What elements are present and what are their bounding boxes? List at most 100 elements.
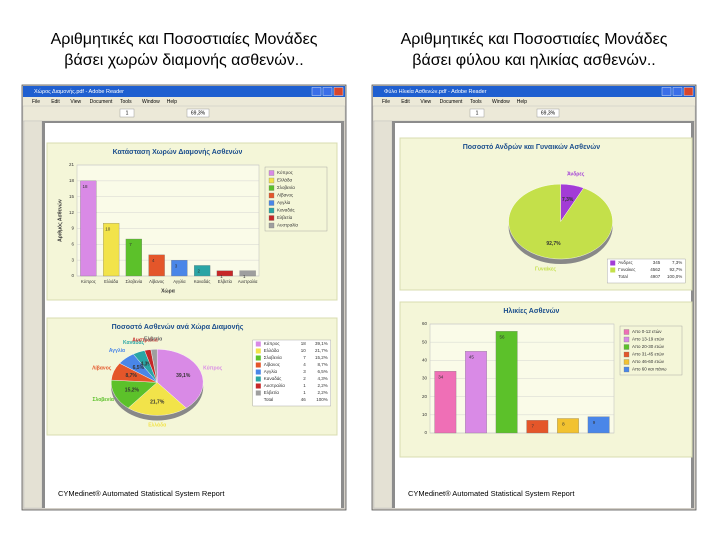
bar-value-label: 1: [243, 274, 246, 279]
bar-value-label: 3: [175, 263, 178, 268]
slice-name-label: Αγγλία: [109, 348, 126, 354]
legend-label: Απο 31-45 ετών: [632, 351, 665, 357]
menu-item[interactable]: Help: [517, 99, 528, 105]
legend-label: Απο 13-19 ετών: [632, 336, 665, 342]
y-tick-label: 20: [422, 394, 428, 399]
legend-label: Ελλάδα: [277, 177, 293, 183]
legend-swatch: [623, 351, 630, 358]
bar-value-label: 18: [82, 184, 88, 189]
menu-item[interactable]: Document: [440, 99, 463, 105]
menu-bar: [23, 97, 345, 106]
pie-slice: [157, 349, 204, 409]
legend-swatch: [610, 267, 616, 273]
slice-value-label: 15,2%: [125, 388, 140, 394]
menu-item[interactable]: File: [382, 99, 390, 105]
y-tick-label: 50: [422, 339, 428, 344]
side-panel: [373, 120, 393, 509]
menu-item[interactable]: Edit: [51, 99, 60, 105]
total-percent: 100,0%: [667, 274, 682, 279]
legend-percent: 7,3%: [672, 260, 682, 265]
slice-value-label: 6,5%: [133, 365, 145, 371]
slice-name-label: Κύπρος: [203, 365, 222, 371]
y-tick-label: 0: [424, 430, 427, 435]
window-button[interactable]: [311, 87, 322, 96]
bar-value-label: 7: [531, 423, 534, 428]
y-tick-label: 30: [422, 376, 428, 381]
bar: [495, 331, 518, 434]
window-button[interactable]: [683, 87, 694, 96]
legend-percent: 4,3%: [318, 376, 328, 381]
zoom-value: 69,3%: [541, 110, 556, 116]
window-button[interactable]: [661, 87, 672, 96]
zoom-value: 69,3%: [191, 110, 206, 116]
legend-swatch: [268, 170, 275, 176]
zoom-input[interactable]: [186, 108, 210, 118]
menu-item[interactable]: Tools: [120, 99, 132, 105]
slice-value-label: 8,7%: [125, 373, 137, 379]
legend-swatch: [255, 383, 261, 389]
legend-label: Λίβανος: [264, 362, 281, 367]
x-tick-label: Λίβανος: [149, 279, 164, 284]
menu-item[interactable]: View: [70, 99, 81, 105]
slide-title: βάσει χωρών διαμονής ασθενών..: [64, 52, 303, 69]
zoom-input[interactable]: [536, 108, 560, 118]
legend-count: 18: [301, 341, 307, 346]
bar: [557, 418, 579, 434]
bar-value-label: 1: [220, 274, 223, 279]
page-input[interactable]: [119, 108, 135, 118]
menu-item[interactable]: View: [420, 99, 431, 105]
menu-item[interactable]: Help: [167, 99, 178, 105]
legend-label: Σλοβενία: [264, 355, 282, 360]
x-tick-label: Κύπρος: [81, 279, 96, 284]
legend-swatch: [268, 215, 275, 221]
report-footer: CYMedinet® Automated Statistical System …: [408, 489, 575, 498]
legend-box: [264, 166, 328, 232]
menu-item[interactable]: Window: [142, 99, 160, 105]
bar-value-label: 9: [593, 420, 596, 425]
window-button[interactable]: [322, 87, 333, 96]
bar-value-label: 4: [152, 258, 155, 263]
legend-swatch: [623, 359, 630, 365]
y-tick-label: 3: [71, 257, 74, 262]
toolbar: [372, 105, 696, 122]
bar-value-label: 8: [562, 422, 565, 427]
slice-value-label: 7,3%: [562, 197, 574, 203]
menu-item[interactable]: Tools: [470, 99, 482, 105]
legend-swatch: [623, 329, 630, 335]
bar: [465, 351, 487, 434]
page-input[interactable]: [469, 108, 485, 118]
chart-title: Ηλικίες Ασθενών: [503, 307, 559, 315]
total-count: 46: [301, 397, 307, 402]
menu-item[interactable]: File: [32, 99, 40, 105]
bar-value-label: 2: [197, 269, 200, 274]
bar: [148, 254, 165, 277]
legend-swatch: [610, 260, 616, 266]
legend-box: [619, 325, 683, 376]
slice-name-label: Λίβανος: [92, 365, 112, 371]
menu-item[interactable]: Window: [492, 99, 510, 105]
legend-label: Αγγλία: [277, 200, 291, 205]
y-tick-label: 10: [422, 412, 428, 417]
legend-swatch: [623, 336, 630, 343]
slice-name-label: Γυναίκες: [535, 266, 556, 272]
window-button[interactable]: [333, 87, 344, 96]
y-tick-label: 0: [71, 273, 74, 278]
legend-count: 345: [653, 260, 661, 265]
legend-label: Ελλάδα: [264, 347, 280, 353]
legend-label: Λίβανος: [277, 193, 294, 198]
bar-value-label: 34: [438, 374, 444, 379]
page-number: 1: [476, 110, 479, 116]
window-button[interactable]: [672, 87, 683, 96]
menu-item[interactable]: Document: [90, 99, 113, 105]
y-axis-label: Αριθμός Ασθενών: [57, 199, 63, 242]
total-percent: 100%: [316, 397, 328, 402]
bar: [80, 180, 97, 277]
legend-count: 4: [303, 362, 306, 367]
legend-count: 1: [303, 383, 306, 388]
report-footer: CYMedinet® Automated Statistical System …: [58, 489, 225, 498]
legend-label: Καναδάς: [264, 375, 283, 381]
slice-name-label: Καναδάς: [123, 340, 145, 346]
total-label: Total: [618, 274, 628, 279]
menu-item[interactable]: Edit: [401, 99, 410, 105]
legend-label: Απο 60 και πάνω: [632, 366, 667, 372]
